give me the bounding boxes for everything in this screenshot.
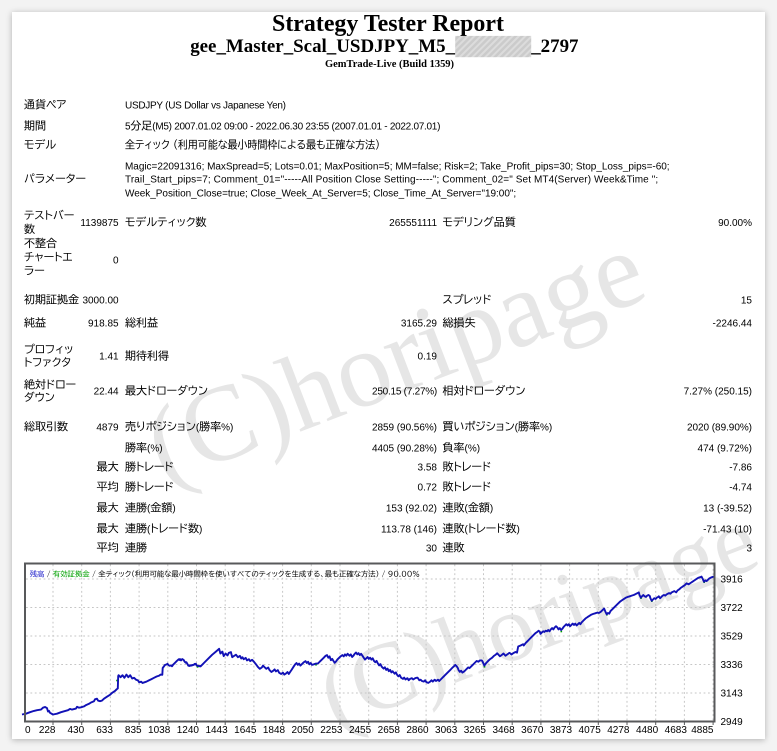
- svg-text:3468: 3468: [492, 725, 515, 736]
- svg-text:(: (: [515, 422, 519, 433]
- svg-text:1139875: 1139875: [80, 218, 119, 229]
- svg-text:153 (92.02): 153 (92.02): [386, 504, 437, 515]
- svg-text:3265: 3265: [464, 725, 487, 736]
- svg-text:835: 835: [125, 725, 142, 736]
- svg-text:0.19: 0.19: [418, 352, 438, 363]
- svg-text:2253: 2253: [320, 725, 343, 736]
- svg-text:): ): [490, 504, 493, 515]
- svg-text:Strategy Tester Report: Strategy Tester Report: [272, 11, 504, 37]
- svg-text:633: 633: [96, 725, 113, 736]
- svg-text:4480: 4480: [636, 725, 659, 736]
- svg-text:2020 (89.90%): 2020 (89.90%): [687, 422, 752, 433]
- svg-text:(%): (%): [465, 443, 481, 454]
- svg-text:3143: 3143: [721, 689, 744, 700]
- svg-text:(%): (%): [147, 443, 163, 454]
- svg-text:4879: 4879: [96, 422, 119, 433]
- svg-text:(: (: [147, 504, 151, 515]
- svg-text:4405 (90.28%): 4405 (90.28%): [372, 443, 437, 454]
- svg-text:Magic=22091316; MaxSpread=5; L: Magic=22091316; MaxSpread=5; Lots=0.01; …: [125, 161, 670, 172]
- svg-text:2455: 2455: [349, 725, 372, 736]
- svg-text:3722: 3722: [721, 603, 744, 614]
- svg-text:1240: 1240: [177, 725, 200, 736]
- svg-text:-71.43 (10): -71.43 (10): [703, 524, 752, 535]
- svg-text:474 (9.72%): 474 (9.72%): [698, 443, 752, 454]
- svg-text:13 (-39.52): 13 (-39.52): [703, 504, 752, 515]
- svg-text:4683: 4683: [665, 725, 688, 736]
- svg-text:3: 3: [746, 543, 752, 554]
- svg-text:USDJPY (US Dollar vs Japanese: USDJPY (US Dollar vs Japanese Yen): [125, 100, 286, 111]
- svg-text:5: 5: [125, 122, 131, 133]
- svg-text:-7.86: -7.86: [729, 463, 752, 474]
- svg-text:3165.29: 3165.29: [401, 319, 438, 330]
- svg-text:15: 15: [741, 295, 753, 306]
- svg-text:3.58: 3.58: [418, 463, 438, 474]
- svg-text:30: 30: [426, 543, 438, 554]
- svg-text:(C)horipage: (C)horipage: [130, 208, 660, 506]
- svg-text:-2246.44: -2246.44: [713, 319, 753, 330]
- svg-text:%): %): [540, 422, 552, 433]
- svg-text:22.44: 22.44: [94, 387, 119, 398]
- svg-text:250.15 (7.27%): 250.15 (7.27%): [372, 387, 437, 398]
- svg-text:): ): [172, 504, 175, 515]
- svg-text:2859 (90.56%): 2859 (90.56%): [372, 422, 437, 433]
- svg-text:gee_Master_Scal_USDJPY_M5_: gee_Master_Scal_USDJPY_M5_: [190, 36, 455, 57]
- svg-text:1038: 1038: [148, 725, 171, 736]
- svg-text:7.27% (250.15): 7.27% (250.15): [684, 387, 752, 398]
- svg-text:3000.00: 3000.00: [82, 295, 119, 306]
- svg-text:2050: 2050: [292, 725, 315, 736]
- svg-text:2860: 2860: [406, 725, 429, 736]
- svg-text:430: 430: [68, 725, 85, 736]
- svg-text:1848: 1848: [263, 725, 286, 736]
- svg-text:3873: 3873: [550, 725, 573, 736]
- svg-text:265551111: 265551111: [389, 218, 437, 229]
- svg-text:1645: 1645: [234, 725, 257, 736]
- svg-text:0.72: 0.72: [418, 483, 438, 494]
- svg-text:4885: 4885: [691, 725, 714, 736]
- svg-text:2949: 2949: [721, 717, 744, 728]
- svg-text:228: 228: [39, 725, 56, 736]
- svg-text:4278: 4278: [607, 725, 630, 736]
- svg-text:Trail_Start_pips=7; Comment_01: Trail_Start_pips=7; Comment_01="-----All…: [125, 175, 658, 186]
- svg-text:3063: 3063: [435, 725, 458, 736]
- svg-text:GemTrade-Live (Build 1359): GemTrade-Live (Build 1359): [325, 59, 455, 70]
- svg-text:_2797: _2797: [530, 36, 578, 57]
- svg-text:(: (: [147, 524, 151, 535]
- svg-text:%): %): [221, 422, 233, 433]
- svg-text:113.78 (146): 113.78 (146): [381, 524, 437, 535]
- svg-text:): ): [517, 524, 520, 535]
- svg-text:-4.74: -4.74: [729, 483, 752, 494]
- svg-text:3670: 3670: [521, 725, 544, 736]
- svg-text:4075: 4075: [579, 725, 602, 736]
- svg-text:(: (: [465, 504, 469, 515]
- svg-text:(: (: [196, 422, 200, 433]
- svg-text:Week_Position_Close=true; Clos: Week_Position_Close=true; Close_Week_At_…: [125, 188, 516, 199]
- svg-text:90.00%: 90.00%: [718, 218, 752, 229]
- svg-text:0: 0: [113, 256, 119, 267]
- svg-text:(M5) 2007.01.02 09:00 - 2022.0: (M5) 2007.01.02 09:00 - 2022.06.30 23:55…: [152, 122, 440, 133]
- svg-text:1443: 1443: [205, 725, 228, 736]
- svg-text:2658: 2658: [378, 725, 401, 736]
- svg-text:): ): [199, 524, 202, 535]
- svg-text:1.41: 1.41: [99, 352, 119, 363]
- svg-text:3916: 3916: [721, 575, 744, 586]
- svg-text:3529: 3529: [721, 632, 744, 643]
- svg-text:(: (: [465, 524, 469, 535]
- svg-text:3336: 3336: [721, 660, 744, 671]
- svg-text:918.85: 918.85: [88, 319, 119, 330]
- svg-text:(C)horipage: (C)horipage: [305, 485, 772, 748]
- svg-text:0: 0: [25, 725, 31, 736]
